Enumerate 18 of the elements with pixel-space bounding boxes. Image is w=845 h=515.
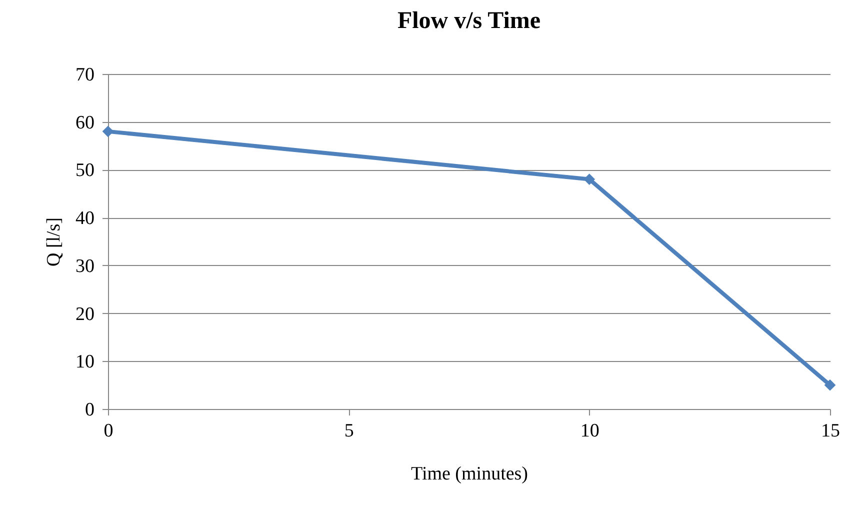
y-axis-title: Q [l/s] (44, 217, 64, 267)
y-tick-label: 30 (76, 256, 94, 277)
point (102, 126, 114, 138)
y-tick-label: 10 (76, 352, 94, 373)
y-tick-label: 0 (85, 400, 94, 420)
x-tick-label: 5 (344, 420, 354, 442)
x-axis-title: Time (minutes) (411, 464, 528, 484)
y-tick-label: 40 (76, 208, 94, 230)
point (824, 379, 836, 391)
y-tick-label: 20 (76, 304, 94, 325)
x-tick-label: 0 (104, 420, 114, 442)
x-tick-label: 10 (580, 420, 600, 442)
y-tick-label: 70 (76, 64, 94, 86)
x-tick-label: 15 (821, 420, 840, 442)
point (584, 174, 596, 185)
y-tick-label: 60 (76, 112, 94, 134)
chart-title: Flow v/s Time (397, 8, 541, 34)
y-tick-label: 50 (76, 160, 94, 182)
